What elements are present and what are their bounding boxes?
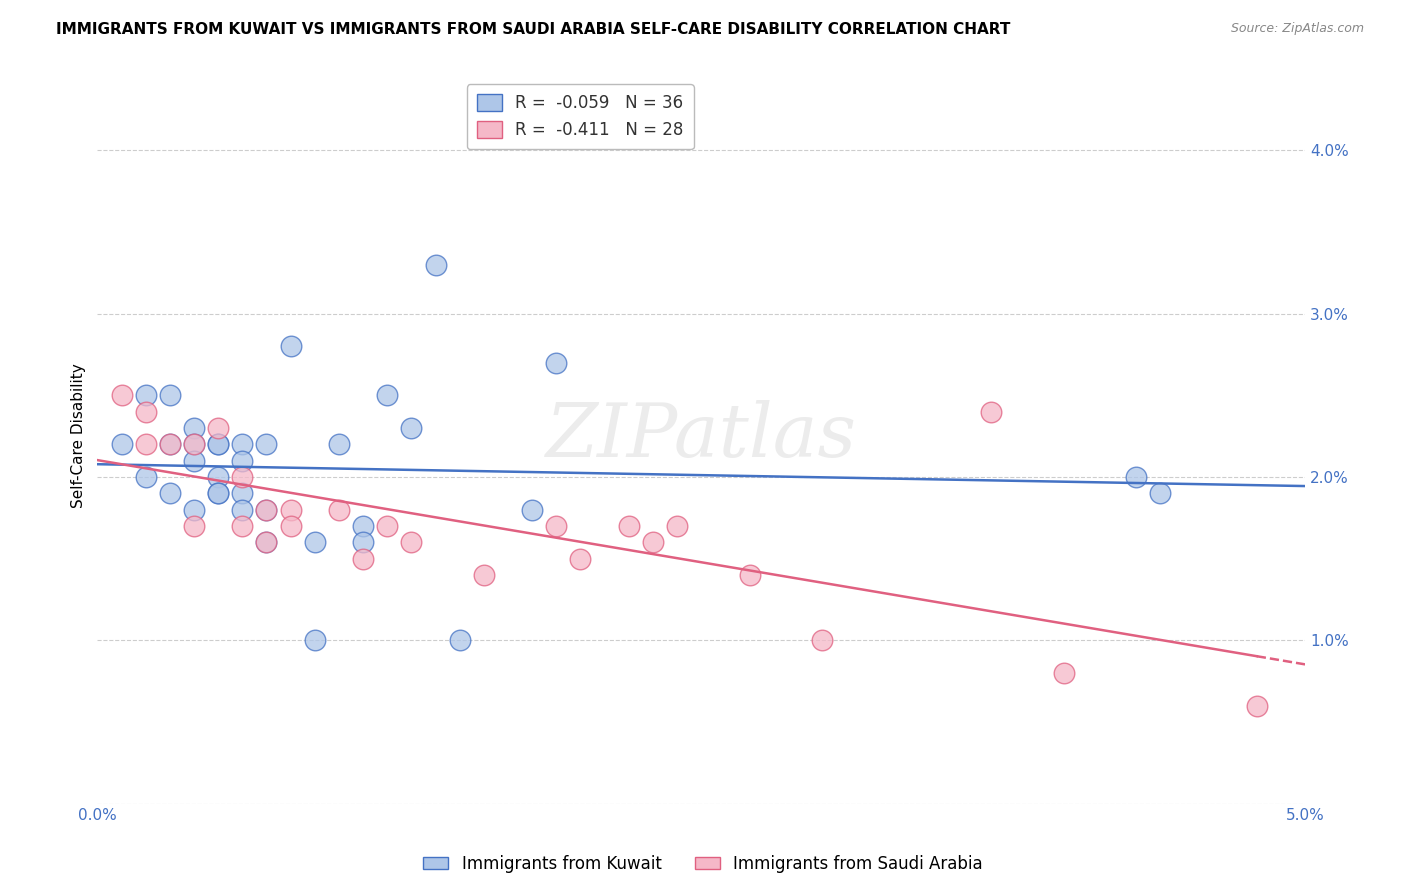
Point [328, 502, 350, 516]
Point [231, 437, 253, 451]
Point [254, 502, 277, 516]
Point [207, 486, 229, 500]
Point [135, 470, 157, 484]
Point [352, 535, 374, 549]
Legend: R =  -0.059   N = 36, R =  -0.411   N = 28: R = -0.059 N = 36, R = -0.411 N = 28 [467, 84, 693, 149]
Point [110, 437, 132, 451]
Point [401, 535, 423, 549]
Point [159, 437, 181, 451]
Point [375, 519, 398, 533]
Point [352, 519, 374, 533]
Point [425, 258, 447, 272]
Point [159, 388, 181, 402]
Point [280, 502, 302, 516]
Point [375, 388, 398, 402]
Point [231, 519, 253, 533]
Point [666, 519, 689, 533]
Point [231, 470, 253, 484]
Point [207, 437, 229, 451]
Point [207, 421, 229, 435]
Point [231, 502, 253, 516]
Point [135, 404, 157, 418]
Point [280, 519, 302, 533]
Point [159, 437, 181, 451]
Point [304, 633, 326, 648]
Point [1149, 486, 1171, 500]
Point [135, 388, 157, 402]
Point [231, 486, 253, 500]
Point [328, 437, 350, 451]
Point [183, 421, 205, 435]
Point [520, 502, 543, 516]
Point [254, 535, 277, 549]
Point [183, 453, 205, 467]
Point [183, 437, 205, 451]
Point [1246, 698, 1268, 713]
Point [352, 551, 374, 566]
Text: ZIPatlas: ZIPatlas [546, 400, 856, 473]
Point [449, 633, 471, 648]
Point [183, 519, 205, 533]
Point [738, 568, 761, 582]
Point [401, 421, 423, 435]
Text: Source: ZipAtlas.com: Source: ZipAtlas.com [1230, 22, 1364, 36]
Point [569, 551, 592, 566]
Point [207, 486, 229, 500]
Point [159, 486, 181, 500]
Point [617, 519, 640, 533]
Point [207, 470, 229, 484]
Point [135, 437, 157, 451]
Point [110, 388, 132, 402]
Point [207, 437, 229, 451]
Y-axis label: Self-Care Disability: Self-Care Disability [72, 364, 86, 508]
Point [254, 502, 277, 516]
Legend: Immigrants from Kuwait, Immigrants from Saudi Arabia: Immigrants from Kuwait, Immigrants from … [416, 848, 990, 880]
Point [546, 355, 568, 369]
Point [980, 404, 1002, 418]
Point [231, 453, 253, 467]
Point [254, 535, 277, 549]
Point [280, 339, 302, 353]
Point [546, 519, 568, 533]
Point [1052, 665, 1074, 680]
Point [1125, 470, 1147, 484]
Point [811, 633, 834, 648]
Point [183, 437, 205, 451]
Point [254, 437, 277, 451]
Point [472, 568, 495, 582]
Point [183, 502, 205, 516]
Point [641, 535, 664, 549]
Text: IMMIGRANTS FROM KUWAIT VS IMMIGRANTS FROM SAUDI ARABIA SELF-CARE DISABILITY CORR: IMMIGRANTS FROM KUWAIT VS IMMIGRANTS FRO… [56, 22, 1011, 37]
Point [304, 535, 326, 549]
